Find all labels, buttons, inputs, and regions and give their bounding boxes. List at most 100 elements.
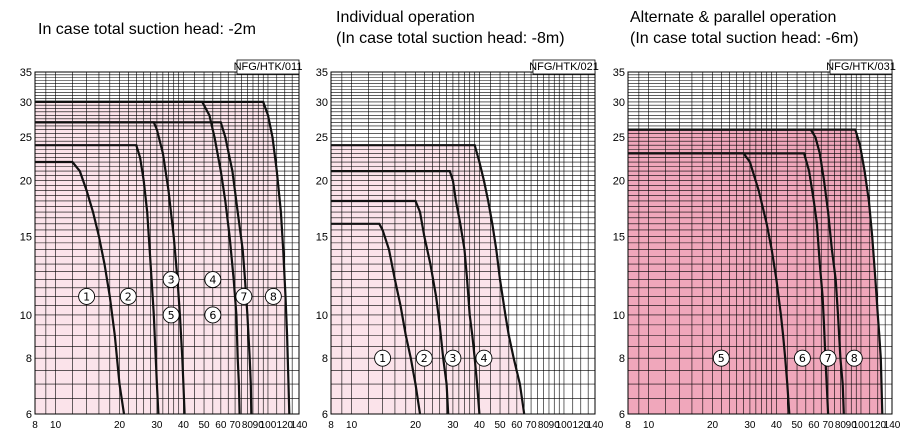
x-tick-label: 30 xyxy=(744,420,756,431)
x-tick-label: 10 xyxy=(346,420,358,431)
x-tick-label: 60 xyxy=(511,420,523,431)
y-tick-label: 6 xyxy=(322,409,328,421)
chart-code: NFG/HTK/031 xyxy=(826,61,896,73)
plot-frame xyxy=(330,71,596,415)
series-marker-1 xyxy=(78,288,96,305)
series-label-2: 2 xyxy=(125,290,132,303)
x-tick-label: 80 xyxy=(538,420,550,431)
x-tick-label: 120 xyxy=(572,420,589,431)
series-label-5: 5 xyxy=(718,352,725,365)
series-marker-3 xyxy=(444,349,462,367)
series-curve-2 xyxy=(331,199,450,415)
x-tick-label: 100 xyxy=(853,420,870,431)
series-curve-5 xyxy=(628,152,791,415)
chart-title-left: In case total suction head: -2m xyxy=(38,21,256,38)
x-tick-label: 70 xyxy=(526,420,538,431)
series-curve-1 xyxy=(35,160,126,415)
y-tick-label: 15 xyxy=(316,231,328,243)
y-tick-label: 8 xyxy=(619,353,625,365)
y-tick-label: 10 xyxy=(613,310,625,322)
plot-fill-region xyxy=(35,101,290,415)
x-tick-label: 60 xyxy=(808,420,820,431)
series-label-8: 8 xyxy=(270,290,277,303)
chart-subtitle-right: (In case total suction head: -6m) xyxy=(630,30,859,47)
x-tick-label: 40 xyxy=(771,420,783,431)
x-tick-label: 8 xyxy=(328,420,334,431)
x-tick-label: 8 xyxy=(625,420,631,431)
series-marker-2 xyxy=(415,349,433,367)
series-label-7: 7 xyxy=(825,352,832,365)
series-curve-6 xyxy=(628,152,830,415)
series-label-2: 2 xyxy=(421,352,428,365)
x-tick-label: 70 xyxy=(823,420,835,431)
series-marker-6 xyxy=(793,349,811,367)
x-tick-label: 40 xyxy=(178,420,190,431)
series-curve-3 xyxy=(331,170,481,415)
chart-title-middle: Individual operation xyxy=(336,9,475,26)
chart-title-right: Alternate & parallel operation xyxy=(630,9,837,26)
y-tick-label: 35 xyxy=(20,67,32,79)
series-marker-3 xyxy=(162,271,180,289)
chart-code-box xyxy=(829,59,893,75)
x-tick-label: 80 xyxy=(242,420,254,431)
series-curve-2 xyxy=(35,144,160,415)
x-tick-label: 50 xyxy=(494,420,506,431)
series-label-6: 6 xyxy=(209,309,216,322)
y-tick-label: 30 xyxy=(316,97,328,109)
x-tick-label: 90 xyxy=(549,420,561,431)
series-marker-8 xyxy=(264,288,282,305)
series-marker-4 xyxy=(204,271,222,289)
chart-code-box xyxy=(236,59,300,75)
series-curve-8 xyxy=(628,128,884,415)
series-label-8: 8 xyxy=(851,352,858,365)
y-tick-label: 30 xyxy=(20,97,32,109)
x-tick-label: 80 xyxy=(835,420,847,431)
series-label-1: 1 xyxy=(83,290,90,303)
series-curve-8 xyxy=(35,100,291,415)
x-tick-label: 140 xyxy=(587,420,604,431)
y-tick-label: 6 xyxy=(619,409,625,421)
series-curve-1 xyxy=(331,222,422,415)
series-marker-1 xyxy=(374,349,392,367)
y-tick-label: 6 xyxy=(26,409,32,421)
series-curve-4 xyxy=(331,144,526,415)
x-tick-label: 8 xyxy=(32,420,38,431)
y-tick-label: 8 xyxy=(26,353,32,365)
x-tick-label: 120 xyxy=(869,420,886,431)
chart-code-box xyxy=(532,59,596,75)
chart-code: NFG/HTK/011 xyxy=(234,61,303,73)
y-tick-label: 25 xyxy=(20,132,32,144)
series-label-4: 4 xyxy=(480,352,487,365)
series-label-5: 5 xyxy=(168,309,175,322)
series-label-6: 6 xyxy=(799,352,806,365)
series-curve-4 xyxy=(35,100,241,415)
x-tick-label: 10 xyxy=(50,420,62,431)
series-label-7: 7 xyxy=(240,290,247,303)
y-tick-label: 15 xyxy=(613,231,625,243)
y-tick-label: 35 xyxy=(316,67,328,79)
x-tick-label: 100 xyxy=(260,420,277,431)
x-tick-label: 70 xyxy=(230,420,242,431)
series-label-3: 3 xyxy=(168,274,175,287)
y-tick-label: 10 xyxy=(20,310,32,322)
x-tick-label: 40 xyxy=(474,420,486,431)
series-curve-3 xyxy=(35,121,186,415)
x-tick-label: 20 xyxy=(707,420,719,431)
x-tick-label: 100 xyxy=(556,420,573,431)
series-label-3: 3 xyxy=(449,352,456,365)
y-tick-label: 15 xyxy=(20,231,32,243)
series-marker-7 xyxy=(235,288,253,305)
series-label-4: 4 xyxy=(209,274,216,287)
x-tick-label: 20 xyxy=(114,420,126,431)
y-tick-label: 25 xyxy=(316,132,328,144)
grid xyxy=(627,71,893,415)
plot-frame xyxy=(34,71,300,415)
x-tick-label: 50 xyxy=(791,420,803,431)
series-marker-8 xyxy=(845,349,863,367)
y-tick-label: 30 xyxy=(613,97,625,109)
series-label-1: 1 xyxy=(379,352,386,365)
